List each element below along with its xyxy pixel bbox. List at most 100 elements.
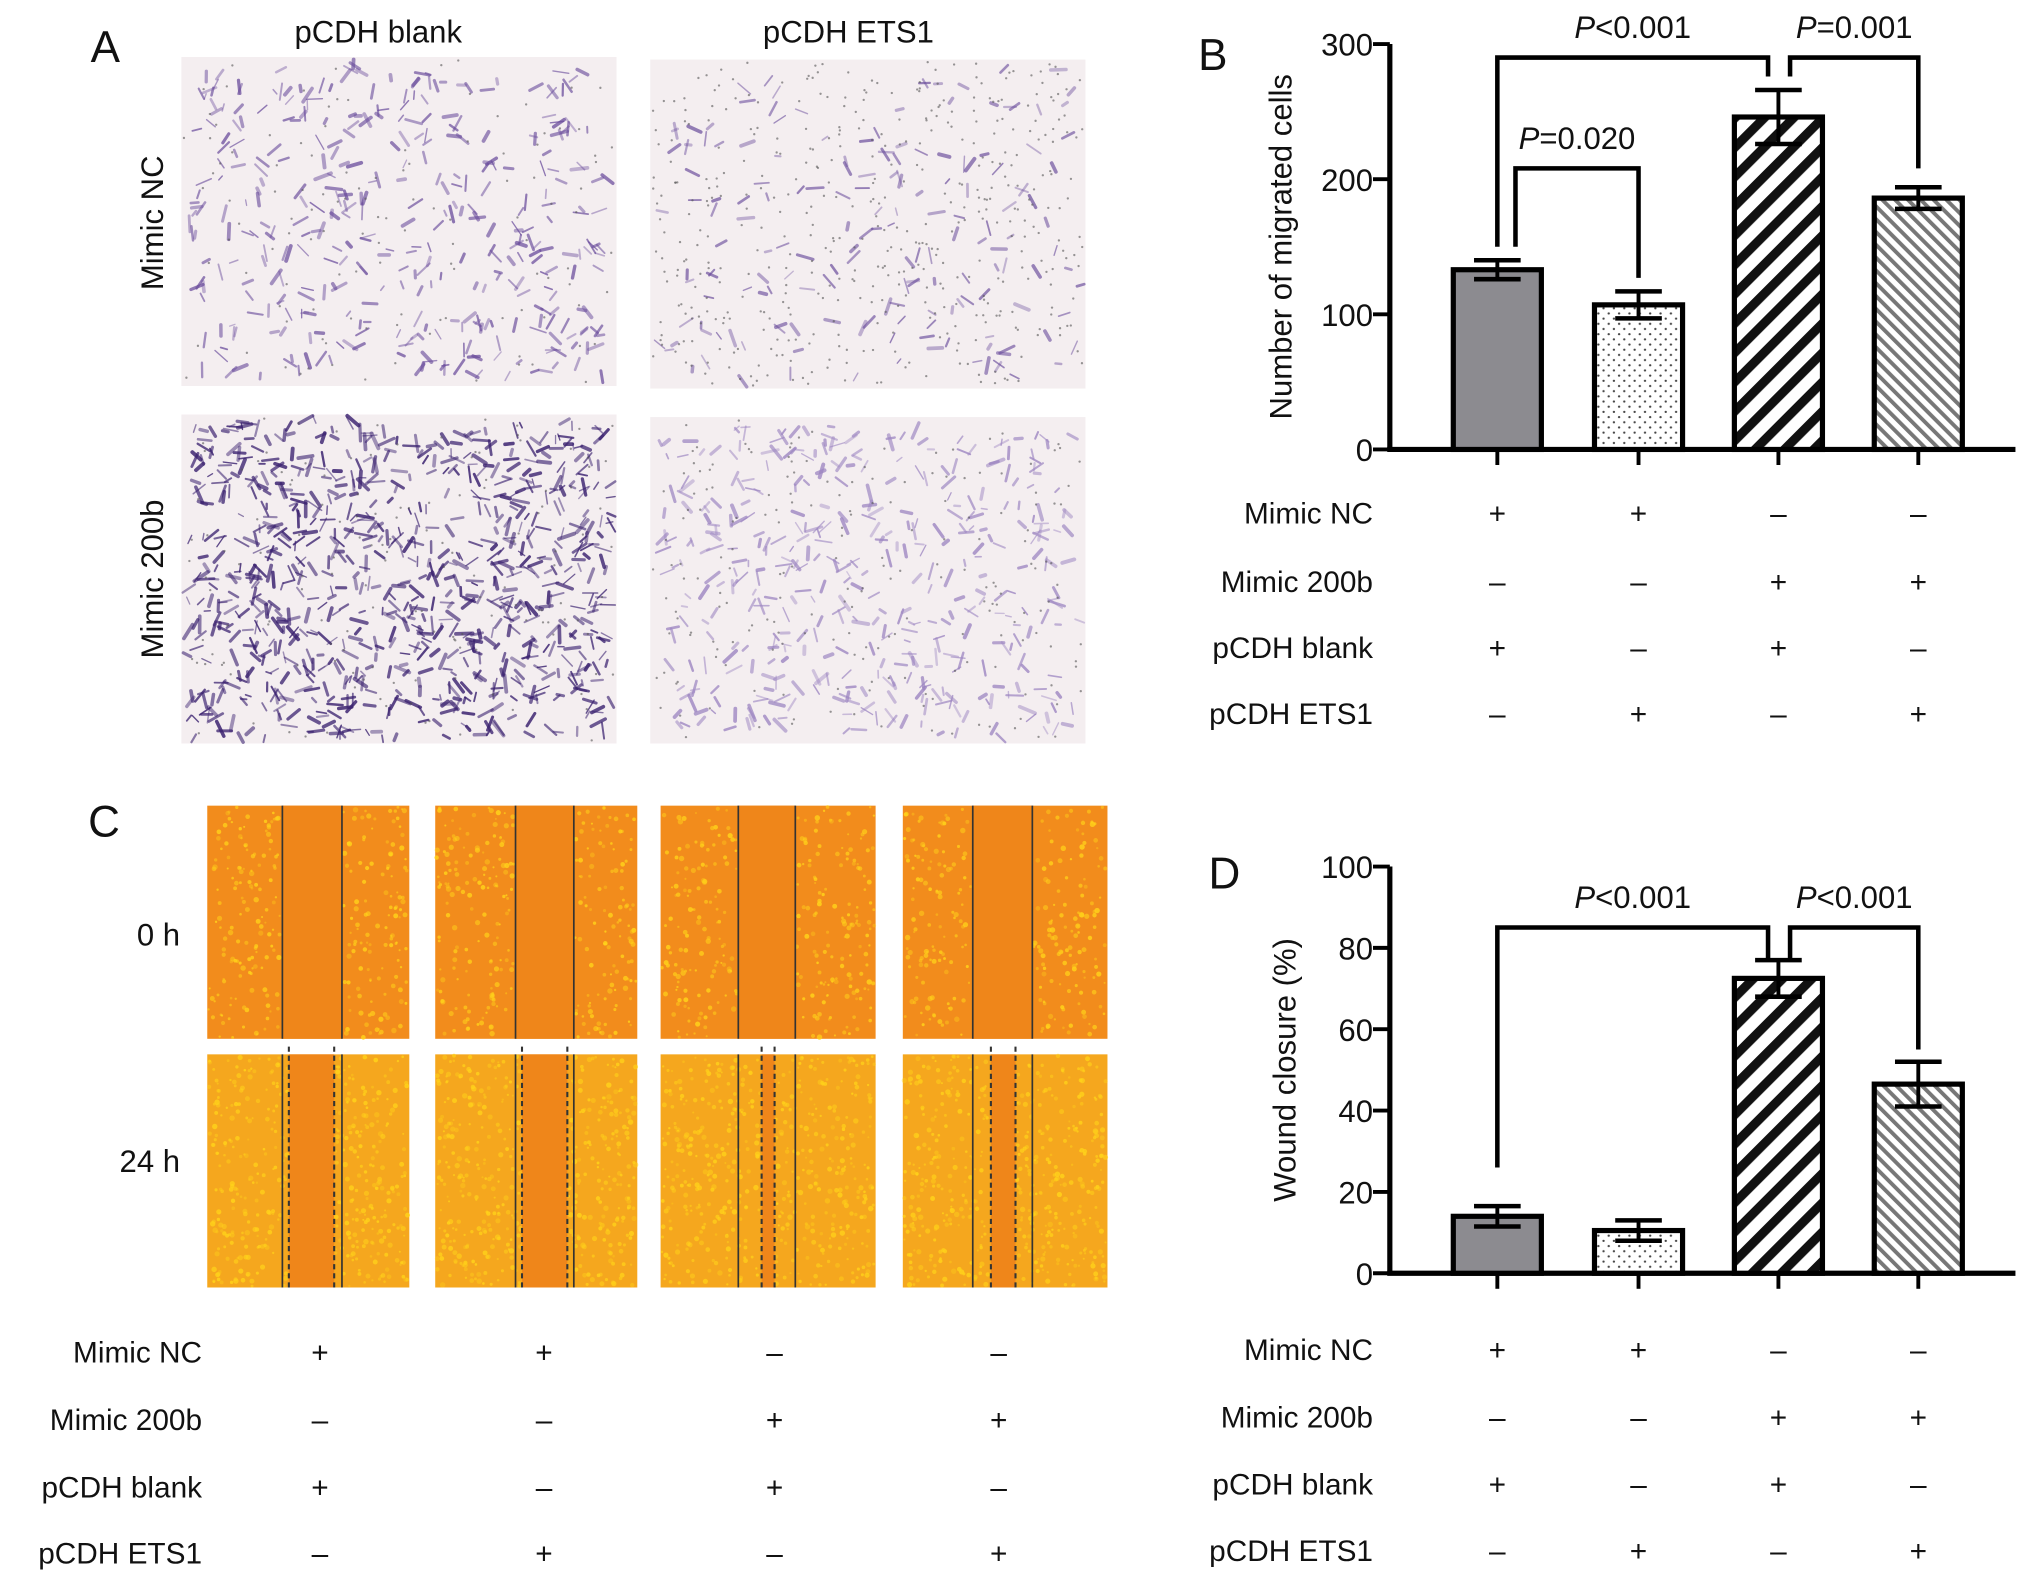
cell-speckle: [348, 1009, 352, 1012]
cell-speckle: [1087, 1031, 1093, 1037]
cell-speckle: [504, 1084, 508, 1088]
cell-speckle: [612, 1177, 617, 1183]
pore-dot: [827, 181, 831, 184]
cell-mark: [750, 658, 755, 674]
cell-speckle: [673, 962, 678, 967]
cell-speckle: [863, 888, 867, 891]
cell-mark: [481, 162, 490, 173]
cell-mark: [962, 623, 972, 640]
cell-speckle: [677, 998, 682, 1003]
cell-speckle: [581, 1015, 585, 1018]
cell-mark: [326, 636, 338, 646]
cell-speckle: [452, 1053, 456, 1058]
cell-speckle: [501, 1059, 506, 1064]
cell-speckle: [365, 1056, 368, 1059]
cell-mark: [654, 545, 672, 554]
pore-dot: [370, 544, 373, 547]
cell-mark: [329, 535, 338, 545]
cell-speckle: [730, 1206, 733, 1210]
cell-speckle: [609, 1100, 614, 1105]
cell-speckle: [467, 1009, 471, 1014]
cell-mark: [769, 444, 784, 461]
cell-speckle: [868, 1018, 872, 1023]
cell-speckle: [216, 1247, 221, 1251]
cell-speckle: [918, 815, 924, 821]
cell-mark: [491, 721, 506, 738]
cell-speckle: [368, 1031, 373, 1035]
pore-dot: [767, 266, 771, 269]
cell-speckle: [856, 923, 861, 928]
cell-mark: [360, 233, 376, 239]
pore-dot: [903, 480, 906, 484]
cell-speckle: [609, 1111, 614, 1117]
pore-dot: [335, 430, 338, 433]
cell-speckle: [937, 862, 942, 867]
cell-mark: [503, 536, 517, 540]
pore-dot: [697, 76, 700, 80]
pore-dot: [1058, 334, 1062, 337]
pore-dot: [807, 74, 810, 78]
cell-mark: [481, 129, 491, 143]
cell-speckle: [712, 843, 716, 847]
pore-dot: [206, 534, 209, 537]
cell-speckle: [487, 806, 491, 810]
cell-speckle: [825, 805, 830, 809]
cell-mark: [284, 95, 295, 105]
cell-mark: [926, 346, 945, 351]
cell-speckle: [501, 1100, 504, 1103]
cell-mark: [276, 299, 285, 304]
pore-dot: [475, 648, 478, 652]
pore-dot: [1007, 184, 1010, 187]
cell-speckle: [678, 1086, 683, 1091]
cell-speckle: [253, 946, 258, 950]
cell-mark: [968, 525, 975, 531]
wound-gap: [282, 805, 342, 1039]
cell-speckle: [837, 1246, 842, 1251]
cell-mark: [256, 568, 261, 582]
cell-speckle: [468, 853, 473, 858]
cell-speckle: [378, 1228, 384, 1234]
pore-dot: [749, 127, 753, 131]
cell-speckle: [626, 1126, 629, 1130]
cell-mark: [915, 189, 924, 197]
pore-dot: [610, 251, 613, 255]
cell-mark: [1002, 257, 1008, 274]
cell-mark: [390, 141, 401, 152]
pore-dot: [1001, 432, 1004, 435]
pore-dot: [722, 322, 725, 325]
cell-mark: [381, 424, 387, 439]
cell-speckle: [398, 916, 401, 919]
cell-mark: [283, 85, 293, 97]
cell-mark: [333, 536, 345, 548]
cell-speckle: [355, 1239, 359, 1244]
cell-mark: [472, 671, 487, 683]
cell-speckle: [851, 990, 857, 996]
cell-speckle: [596, 1178, 602, 1183]
cell-speckle: [371, 1098, 376, 1103]
pore-dot: [1075, 136, 1078, 139]
cell-speckle: [722, 910, 727, 915]
pore-dot: [869, 200, 872, 203]
cell-mark: [530, 511, 539, 527]
cell-mark: [454, 631, 475, 636]
cell-speckle: [613, 868, 619, 874]
cell-speckle: [462, 1019, 468, 1025]
cell-speckle: [629, 848, 633, 851]
cell-mark: [464, 430, 474, 439]
cell-speckle: [679, 1183, 684, 1188]
cell-mark: [317, 601, 328, 610]
pore-dot: [724, 663, 727, 667]
cell-mark: [782, 446, 797, 459]
cell-mark: [185, 695, 196, 709]
cell-speckle: [690, 1280, 695, 1285]
cell-speckle: [905, 954, 911, 960]
cell-mark: [985, 698, 990, 706]
cell-speckle: [483, 1229, 488, 1234]
cell-speckle: [603, 885, 608, 890]
cell-speckle: [358, 966, 364, 971]
pore-dot: [767, 493, 771, 497]
cell-mark: [728, 449, 739, 460]
cell-speckle: [872, 1262, 876, 1266]
cell-speckle: [734, 1109, 737, 1113]
cell-speckle: [697, 1016, 702, 1021]
